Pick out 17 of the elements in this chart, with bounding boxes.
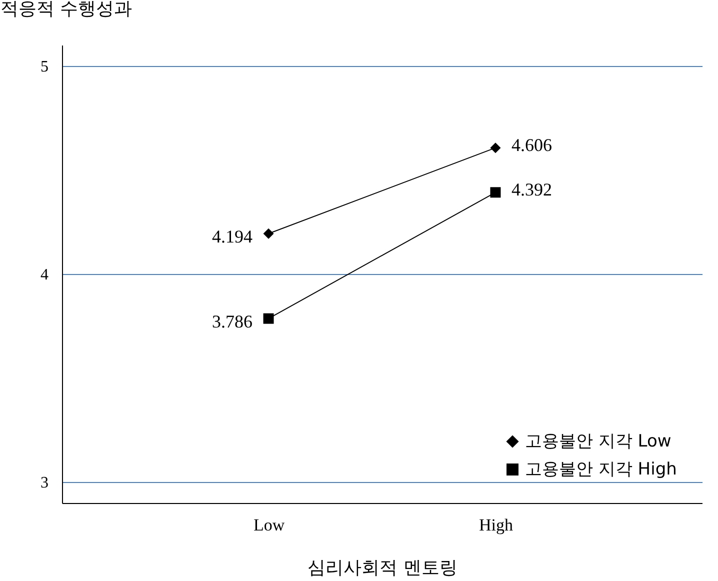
- point: [263, 313, 274, 324]
- x-tick-label: Low: [253, 516, 286, 534]
- y-tick-label: 4: [40, 266, 48, 284]
- y-tick-label: 5: [40, 58, 48, 76]
- data-label: 4.606: [511, 134, 552, 155]
- legend-label: 고용불안 지각 High: [525, 460, 677, 480]
- data-label: 4.194: [212, 226, 253, 247]
- legend-label: 고용불안 지각 Low: [525, 432, 672, 452]
- point: [263, 228, 274, 239]
- data-label: 3.786: [212, 312, 253, 332]
- data-label: 4.392: [511, 179, 552, 200]
- point: [490, 142, 501, 154]
- point: [490, 187, 501, 198]
- y-axis-title: 적응적 수행성과: [0, 0, 132, 20]
- x-axis-title: 심리사회적 멘토링: [308, 558, 458, 578]
- x-tick-label: High: [478, 516, 514, 534]
- y-tick-label: 3: [40, 474, 48, 492]
